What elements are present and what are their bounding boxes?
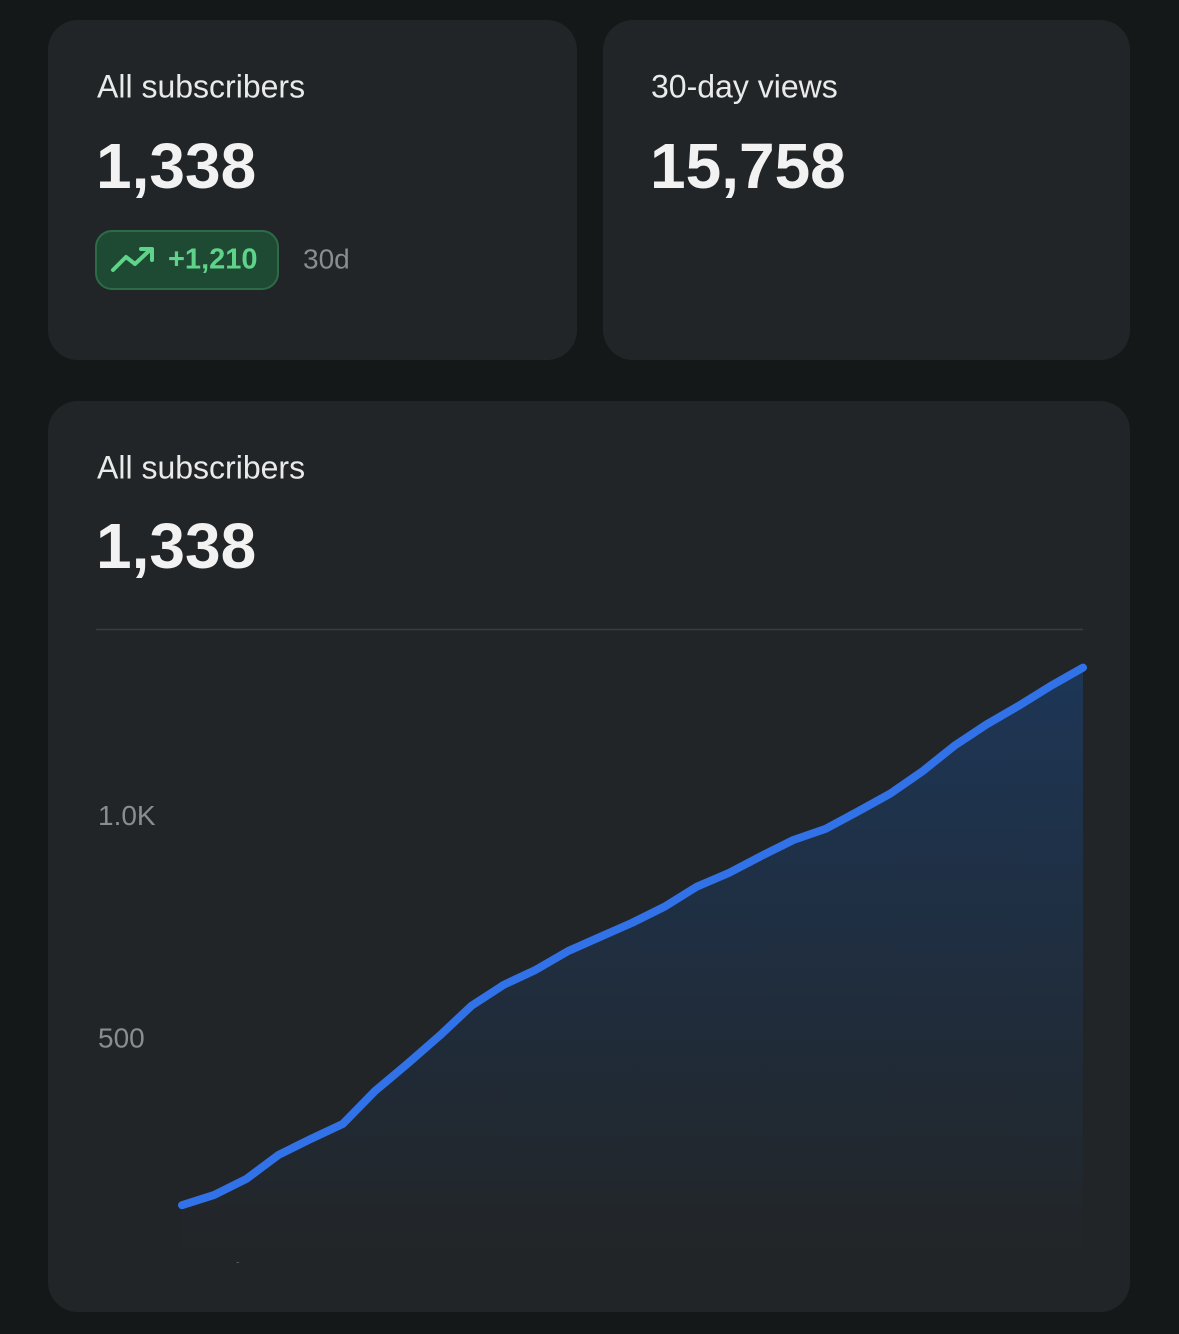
line	[178, 663, 1087, 1210]
chart-title: All subscribers	[97, 449, 305, 485]
change-period: 30d	[303, 243, 350, 274]
card-value: 1,338	[96, 130, 256, 202]
trend-icon	[111, 247, 153, 272]
area	[182, 667, 1083, 1262]
card-value: 15,758	[650, 130, 846, 202]
card-label: All subscribers	[97, 68, 305, 104]
card	[603, 20, 1130, 360]
change-badge	[95, 230, 279, 290]
chart-subtitle: 1,338	[96, 510, 256, 582]
trend-icon	[139, 247, 154, 262]
y-tick-label: 1.0K	[98, 800, 156, 831]
change-value: +1,210	[168, 244, 258, 276]
y-tick-label: 500	[98, 1022, 145, 1053]
card-label: 30-day views	[651, 68, 838, 104]
